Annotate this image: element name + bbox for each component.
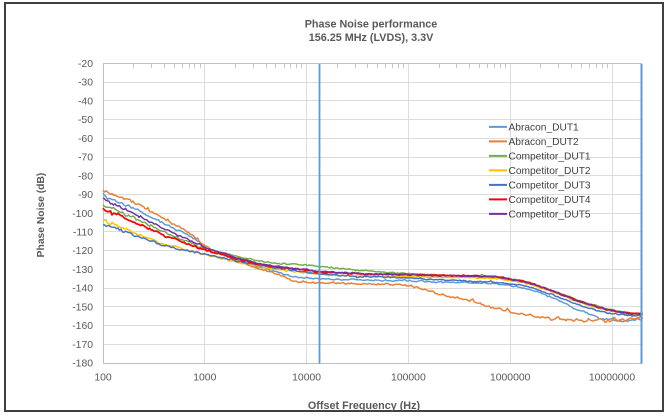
svg-text:-20: -20 [78, 59, 93, 70]
svg-text:Abracon_DUT1: Abracon_DUT1 [509, 122, 580, 133]
svg-text:Phase Noise performance: Phase Noise performance [305, 19, 438, 31]
svg-text:-30: -30 [78, 78, 93, 89]
svg-text:100000: 100000 [391, 373, 426, 384]
svg-text:Competitor_DUT4: Competitor_DUT4 [509, 195, 591, 206]
svg-text:Offset Frequency (Hz): Offset Frequency (Hz) [308, 400, 421, 412]
svg-text:-150: -150 [72, 302, 93, 313]
svg-text:-120: -120 [72, 246, 93, 257]
svg-text:Competitor_DUT2: Competitor_DUT2 [509, 166, 591, 177]
svg-text:Competitor_DUT3: Competitor_DUT3 [509, 180, 591, 191]
svg-text:-50: -50 [78, 115, 93, 126]
svg-text:-170: -170 [72, 340, 93, 351]
svg-text:-70: -70 [78, 153, 93, 164]
svg-text:10000000: 10000000 [589, 373, 635, 384]
svg-text:-90: -90 [78, 190, 93, 201]
svg-text:-140: -140 [72, 284, 93, 295]
svg-text:10000: 10000 [292, 373, 321, 384]
svg-text:1000000: 1000000 [490, 373, 531, 384]
svg-text:-40: -40 [78, 96, 93, 107]
svg-text:-60: -60 [78, 134, 93, 145]
svg-text:1000: 1000 [193, 373, 216, 384]
svg-text:-130: -130 [72, 265, 93, 276]
svg-text:Competitor_DUT5: Competitor_DUT5 [509, 209, 591, 220]
svg-text:-110: -110 [73, 228, 93, 239]
svg-text:Competitor_DUT1: Competitor_DUT1 [509, 151, 591, 162]
svg-text:Phase Noise (dB): Phase Noise (dB) [36, 173, 47, 258]
svg-text:156.25 MHz (LVDS), 3.3V: 156.25 MHz (LVDS), 3.3V [309, 32, 434, 44]
svg-text:-80: -80 [78, 171, 93, 182]
svg-text:-100: -100 [72, 209, 93, 220]
svg-text:100: 100 [94, 373, 112, 384]
svg-text:-160: -160 [72, 321, 93, 332]
svg-text:-180: -180 [72, 359, 93, 370]
svg-text:Abracon_DUT2: Abracon_DUT2 [509, 137, 580, 148]
